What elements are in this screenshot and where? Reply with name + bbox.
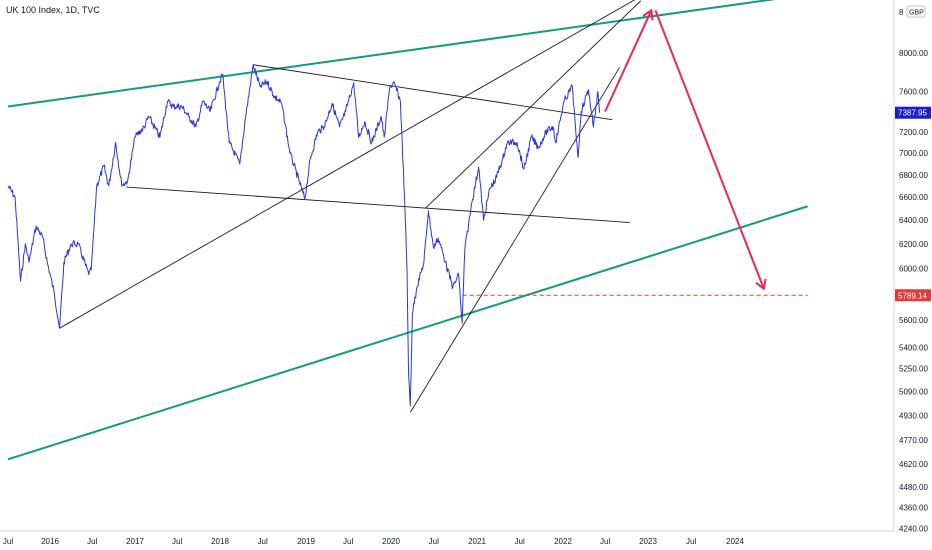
last-price-tag-text: 7387.95 [898, 109, 927, 118]
projection-arrow-shaft [604, 9, 653, 112]
y-tick-label: 4620.00 [899, 460, 928, 469]
y-tick-label: 8000.00 [899, 49, 928, 58]
currency-badge-box [906, 5, 926, 18]
x-axis: Jul 2016 Jul 2017 Jul 2018 Jul 2019 Jul 2020 Jul 20… [0, 530, 894, 546]
price-series [7, 64, 601, 407]
target-price-tag-box [895, 289, 931, 302]
projection-arrow-head [755, 278, 767, 291]
trendline-1[interactable] [59, 0, 640, 329]
green-channel [7, 0, 809, 461]
x-tick-label: 2020 [382, 537, 400, 546]
chart-title: UK 100 Index, 1D, TVC [6, 5, 100, 15]
y-tick-label: 7200.00 [899, 128, 928, 137]
x-tick-label: Jul [3, 537, 13, 546]
price-tags: 7387.95 5789.14 [895, 106, 931, 302]
x-tick-label: Jul [343, 537, 353, 546]
y-tick-label: 4770.00 [899, 436, 928, 445]
y-tick-label: 6200.00 [899, 240, 928, 249]
price-line[interactable] [7, 64, 601, 407]
x-tick-label: Jul [429, 537, 439, 546]
y-tick-label: 6600.00 [899, 193, 928, 202]
x-tick-label: 2017 [126, 537, 144, 546]
trendline-2[interactable] [126, 186, 630, 223]
y-tick-label: 6400.00 [899, 216, 928, 225]
target-price-tag-text: 5789.14 [898, 291, 927, 300]
trendline-4[interactable] [424, 0, 642, 209]
projection-arrow-1[interactable] [604, 8, 654, 112]
last-price-tag-box [895, 106, 931, 119]
x-tick-label: 2016 [41, 537, 59, 546]
x-tick-label: Jul [600, 537, 610, 546]
y-tick-label: 4930.00 [899, 412, 928, 421]
x-tick-label: Jul [172, 537, 182, 546]
y-axis: 4240.00 4360.00 4480.00 4620.00 4770.00 4930.… [893, 0, 928, 533]
x-tick-label: 2023 [639, 537, 657, 546]
y-tick-label: 5090.00 [899, 388, 928, 397]
y-tick-label: 5400.00 [899, 343, 928, 352]
channel-upper-line[interactable] [7, 0, 800, 108]
y-tick-label: 4360.00 [899, 503, 928, 512]
x-tick-label: Jul [515, 537, 525, 546]
x-tick-label: Jul [258, 537, 268, 546]
y-tick-label: 7600.00 [899, 88, 928, 97]
y-tick-label: 5250.00 [899, 364, 928, 373]
y-tick-label: 8 [899, 8, 904, 17]
target-price-tag[interactable]: 5789.14 [895, 289, 931, 302]
currency-label: GBP [909, 10, 924, 17]
x-tick-label: 2024 [726, 537, 744, 546]
x-tick-label: Jul [87, 537, 97, 546]
x-tick-label: Jul [686, 537, 696, 546]
projection-arrow-2[interactable] [654, 10, 767, 291]
currency-badge[interactable]: GBP [906, 5, 926, 18]
x-tick-label: 2022 [554, 537, 572, 546]
black-trendlines [59, 0, 642, 413]
y-tick-label: 7000.00 [899, 149, 928, 158]
x-tick-label: 2019 [297, 537, 315, 546]
projection-arrow-head [642, 8, 654, 21]
projection-arrow-shaft [654, 10, 765, 290]
trendline-5[interactable] [409, 67, 620, 413]
x-tick-label: 2018 [211, 537, 229, 546]
x-tick-label: 2021 [468, 537, 486, 546]
y-tick-label: 4240.00 [899, 524, 928, 533]
y-tick-label: 5600.00 [899, 316, 928, 325]
y-tick-label: 4480.00 [899, 483, 928, 492]
y-tick-label: 6800.00 [899, 171, 928, 180]
y-tick-label: 6000.00 [899, 264, 928, 273]
last-price-tag[interactable]: 7387.95 [895, 106, 931, 119]
trendline-3[interactable] [253, 64, 613, 121]
projection-arrows [604, 8, 767, 291]
